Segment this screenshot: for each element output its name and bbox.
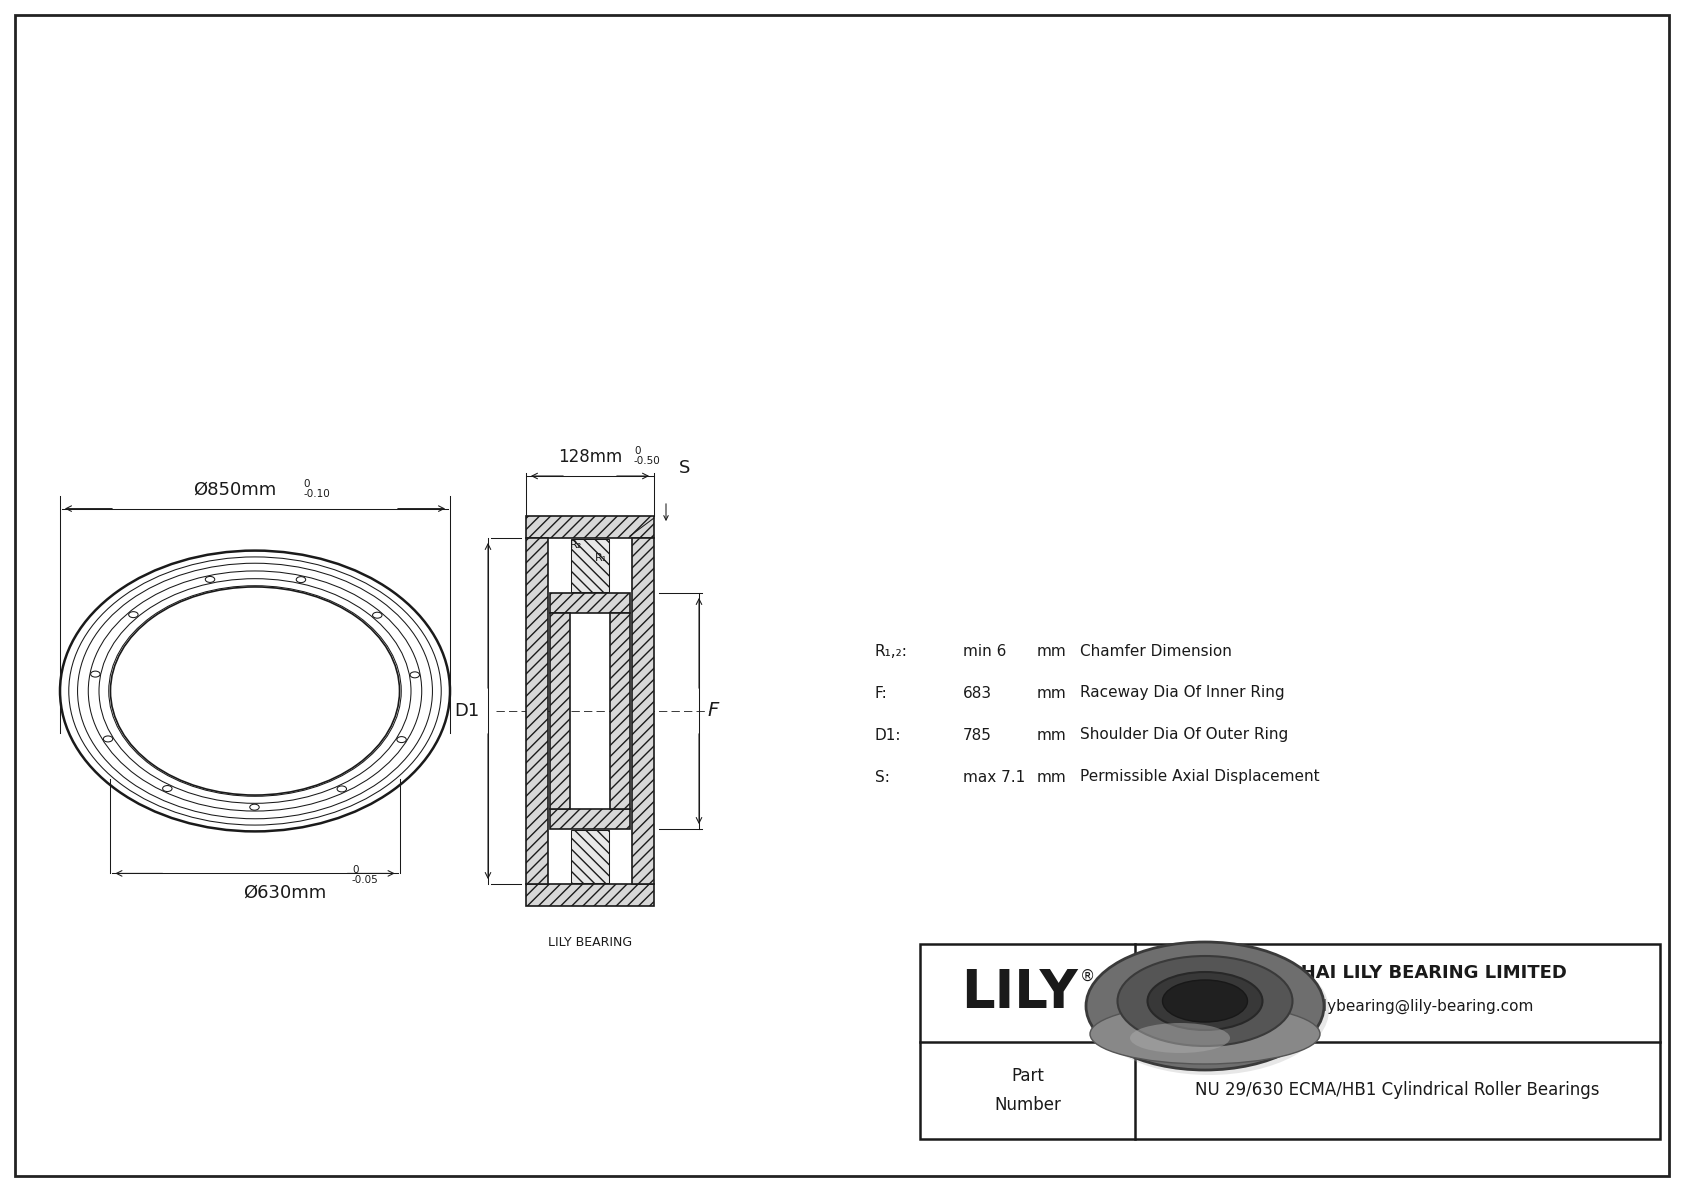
Text: 0: 0 [633,445,640,456]
Text: R₁,₂:: R₁,₂: [876,643,908,659]
Text: R₂: R₂ [569,540,583,550]
Text: S: S [679,459,690,478]
Text: Raceway Dia Of Inner Ring: Raceway Dia Of Inner Ring [1079,686,1285,700]
Text: max 7.1: max 7.1 [963,769,1026,785]
Text: SHANGHAI LILY BEARING LIMITED: SHANGHAI LILY BEARING LIMITED [1229,964,1566,981]
Text: 0: 0 [352,866,359,875]
Text: mm: mm [1037,643,1066,659]
Text: LILY: LILY [962,967,1078,1018]
Bar [919,944,1660,1139]
Text: -0.10: -0.10 [303,488,330,499]
Ellipse shape [1090,944,1329,1075]
Bar [571,540,610,592]
Ellipse shape [1118,956,1293,1046]
Bar [525,516,653,538]
Text: F:: F: [876,686,887,700]
Bar [551,613,569,809]
Text: Shoulder Dia Of Outer Ring: Shoulder Dia Of Outer Ring [1079,728,1288,742]
Text: Part
Number: Part Number [994,1067,1061,1114]
Text: Ø630mm: Ø630mm [244,884,327,902]
Text: F: F [707,701,719,721]
Bar [571,830,610,883]
Text: D1:: D1: [876,728,901,742]
Bar [525,538,547,884]
Text: ®: ® [1079,969,1095,984]
Text: D1: D1 [455,701,480,721]
Bar [525,884,653,906]
Text: Ø850mm: Ø850mm [194,481,276,499]
Text: 785: 785 [963,728,992,742]
Ellipse shape [1090,1004,1320,1064]
Text: Permissible Axial Displacement: Permissible Axial Displacement [1079,769,1320,785]
Text: LILY BEARING: LILY BEARING [547,936,632,949]
Text: mm: mm [1037,769,1066,785]
Ellipse shape [1147,972,1263,1030]
Text: Email: lilybearing@lily-bearing.com: Email: lilybearing@lily-bearing.com [1261,999,1532,1015]
Text: mm: mm [1037,728,1066,742]
Text: S:: S: [876,769,889,785]
Text: NU 29/630 ECMA/HB1 Cylindrical Roller Bearings: NU 29/630 ECMA/HB1 Cylindrical Roller Be… [1196,1081,1600,1099]
Text: 0: 0 [303,479,310,488]
Text: R₁: R₁ [594,553,608,563]
Text: min 6: min 6 [963,643,1007,659]
Text: mm: mm [1037,686,1066,700]
Text: -0.50: -0.50 [633,456,660,466]
Text: 683: 683 [963,686,992,700]
Bar [551,593,630,613]
Ellipse shape [1162,980,1248,1022]
Bar [551,809,630,829]
Text: -0.05: -0.05 [352,875,379,885]
Text: Chamfer Dimension: Chamfer Dimension [1079,643,1233,659]
Bar [632,538,653,884]
Ellipse shape [1130,1023,1229,1053]
Bar [610,613,630,809]
Ellipse shape [1086,942,1324,1070]
Text: 128mm: 128mm [557,448,621,466]
